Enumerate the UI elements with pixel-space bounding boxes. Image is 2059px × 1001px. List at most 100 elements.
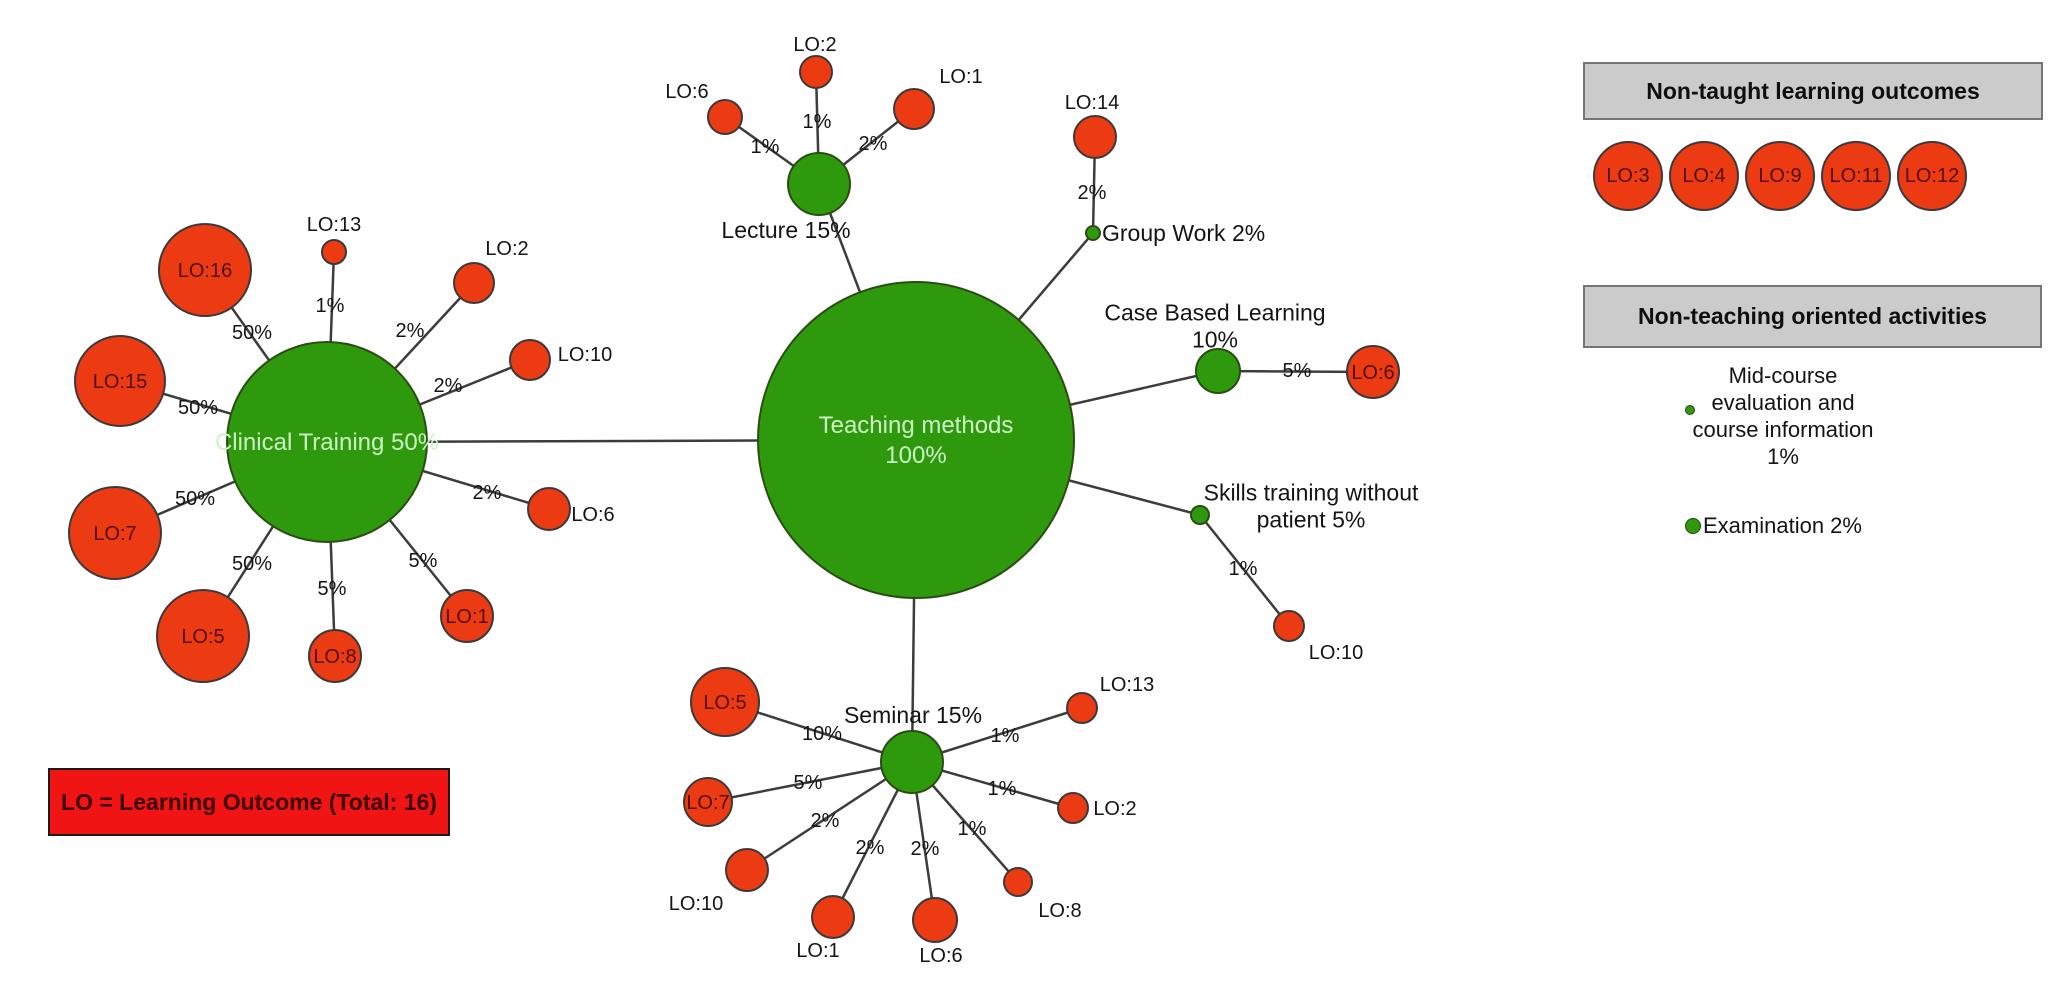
node-c-lo8-label: LO:8	[313, 646, 356, 668]
edge-label-clinical-c-lo1: 5%	[409, 550, 438, 572]
node-se-lo8-circle	[1003, 867, 1033, 897]
edge-label-seminar-se-lo2: 1%	[988, 778, 1017, 800]
node-teaching-label: 100%	[885, 442, 946, 469]
edge-label-lecture-l-lo1: 2%	[859, 133, 888, 155]
edge-label-clinical-c-lo15: 50%	[178, 397, 218, 419]
node-c-lo13-circle	[321, 239, 347, 265]
edge-label-seminar-se-lo1: 2%	[856, 837, 885, 859]
examination-label: Examination 2%	[1703, 513, 1862, 538]
edge-label-seminar-se-lo5: 10%	[802, 723, 842, 745]
node-l-lo2-label: LO:2	[793, 34, 836, 56]
edge-label-seminar-se-lo7: 5%	[794, 772, 823, 794]
node-se-lo7-label: LO:7	[686, 792, 729, 814]
node-lecture-circle	[787, 152, 851, 216]
node-se-lo10-label: LO:10	[669, 893, 723, 915]
node-c-lo8-circle	[308, 629, 362, 683]
edge-label-clinical-c-lo2: 2%	[396, 320, 425, 342]
node-se-lo8-label: LO:8	[1038, 900, 1081, 922]
node-c-lo1-label: LO:1	[445, 606, 488, 628]
node-se-lo1-circle	[811, 895, 855, 939]
examination-dot-icon	[1685, 518, 1701, 534]
node-se-lo7-circle	[683, 777, 733, 827]
node-c-lo5-label: LO:5	[181, 626, 224, 648]
node-c-lo13-label: LO:13	[307, 214, 361, 236]
node-c-lo2-circle	[453, 262, 495, 304]
edge-label-groupwork-g-lo14: 2%	[1078, 182, 1107, 204]
legend-non-taught-circles: LO:3 LO:4 LO:9 LO:11 LO:12	[1593, 141, 1967, 211]
node-se-lo6-circle	[912, 897, 958, 943]
node-se-lo5-label: LO:5	[703, 692, 746, 714]
node-sk-lo10-label: LO:10	[1309, 642, 1363, 664]
node-se-lo2-circle	[1057, 792, 1089, 824]
edge-label-clinical-c-lo10: 2%	[434, 375, 463, 397]
node-cbl-circle	[1195, 348, 1241, 394]
edge-seminar-se-lo7	[707, 760, 913, 804]
node-cbl-label: Case Based Learning	[1104, 300, 1325, 326]
edge-label-seminar-se-lo8: 1%	[958, 818, 987, 840]
node-c-lo10-circle	[509, 339, 551, 381]
edge-label-clinical-c-lo5: 50%	[232, 553, 272, 575]
node-c-lo1-circle	[440, 589, 494, 643]
edge-label-clinical-c-lo6: 2%	[473, 482, 502, 504]
node-c-lo15-circle	[74, 335, 166, 427]
node-c-lo6-circle	[527, 487, 571, 531]
node-g-lo14-label: LO:14	[1065, 92, 1119, 114]
edge-label-lecture-l-lo2: 1%	[803, 111, 832, 133]
mid-course-dot-icon	[1685, 405, 1695, 415]
node-skills-label: Skills training without	[1204, 480, 1419, 506]
node-c-lo10-label: LO:10	[558, 344, 612, 366]
node-c-lo16-label: LO:16	[178, 260, 232, 282]
node-g-lo14-circle	[1073, 115, 1117, 159]
node-seminar-circle	[880, 730, 944, 794]
edge-skills-sk-lo10	[1199, 514, 1290, 627]
edge-seminar-se-lo10	[746, 760, 913, 872]
node-teaching-label: Teaching methods	[819, 412, 1014, 439]
node-l-lo1-label: LO:1	[939, 66, 982, 88]
edge-label-clinical-c-lo16: 50%	[232, 322, 272, 344]
node-se-lo13-circle	[1066, 692, 1098, 724]
edge-label-clinical-c-lo13: 1%	[316, 295, 345, 317]
mid-course-label: Mid-course evaluation and course informa…	[1692, 363, 1874, 469]
node-se-lo10-circle	[725, 848, 769, 892]
node-cb-lo6-label: LO:6	[1351, 362, 1394, 384]
legend-outcome-lo11: LO:11	[1821, 141, 1891, 211]
node-se-lo1-label: LO:1	[796, 940, 839, 962]
node-l-lo6-circle	[707, 99, 743, 135]
node-c-lo7-label: LO:7	[93, 523, 136, 545]
edge-label-cbl-cb-lo6: 5%	[1283, 360, 1312, 382]
node-groupwork-circle	[1085, 225, 1101, 241]
edge-label-skills-sk-lo10: 1%	[1229, 558, 1258, 580]
node-c-lo7-circle	[68, 486, 162, 580]
node-l-lo2-circle	[799, 55, 833, 89]
node-seminar-label: Seminar 15%	[844, 702, 982, 728]
edge-label-clinical-c-lo7: 50%	[175, 488, 215, 510]
node-l-lo1-circle	[893, 88, 935, 130]
edge-label-seminar-se-lo13: 1%	[991, 725, 1020, 747]
edge-label-seminar-se-lo6: 2%	[911, 838, 940, 860]
node-cb-lo6-circle	[1346, 345, 1400, 399]
legend-non-teaching-header: Non-teaching oriented activities	[1583, 285, 2042, 348]
legend-outcome-lo3: LO:3	[1593, 141, 1663, 211]
node-groupwork-label: Group Work 2%	[1102, 220, 1265, 246]
node-clinical-circle	[226, 341, 428, 543]
legend-outcome-lo4: LO:4	[1669, 141, 1739, 211]
node-se-lo13-label: LO:13	[1100, 674, 1154, 696]
legend-non-taught-header: Non-taught learning outcomes	[1583, 62, 2043, 120]
node-c-lo2-label: LO:2	[485, 238, 528, 260]
node-skills-circle	[1190, 505, 1210, 525]
node-se-lo6-label: LO:6	[919, 945, 962, 967]
edge-label-lecture-l-lo6: 1%	[751, 136, 780, 158]
node-c-lo6-label: LO:6	[571, 504, 614, 526]
node-se-lo2-label: LO:2	[1093, 798, 1136, 820]
node-cbl-label: 10%	[1192, 327, 1238, 353]
node-l-lo6-label: LO:6	[665, 81, 708, 103]
legend-outcome-lo12: LO:12	[1897, 141, 1967, 211]
node-teaching-circle	[757, 281, 1075, 599]
lo-definition-note: LO = Learning Outcome (Total: 16)	[48, 768, 450, 836]
edge-label-clinical-c-lo8: 5%	[318, 578, 347, 600]
node-se-lo5-circle	[690, 667, 760, 737]
node-skills-label: patient 5%	[1257, 507, 1366, 533]
node-sk-lo10-circle	[1273, 610, 1305, 642]
